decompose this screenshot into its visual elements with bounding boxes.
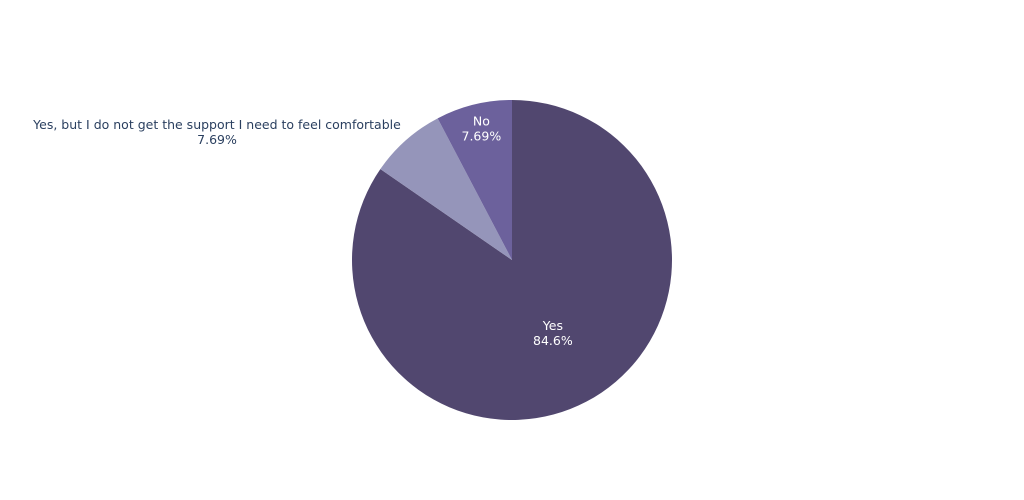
pie-label-0: Yes 84.6% (533, 318, 573, 348)
slice-percent-label: 7.69% (197, 132, 237, 147)
slice-name-label: No (473, 114, 490, 129)
pie-slices (351, 100, 673, 420)
slice-name-label: Yes, but I do not get the support I need… (32, 117, 401, 132)
pie-slice-2[interactable] (437, 100, 512, 260)
slice-name-label: Yes (542, 318, 563, 333)
pie-slice-1[interactable] (380, 118, 512, 260)
pie-outside-label-1: Yes, but I do not get the support I need… (32, 117, 401, 147)
slice-percent-label: 7.69% (462, 129, 502, 144)
pie-labels: Yes 84.6% Yes, but I do not get the suppor… (32, 114, 573, 348)
slice-percent-label: 84.6% (533, 333, 573, 348)
pie-label-2: No 7.69% (462, 114, 502, 144)
